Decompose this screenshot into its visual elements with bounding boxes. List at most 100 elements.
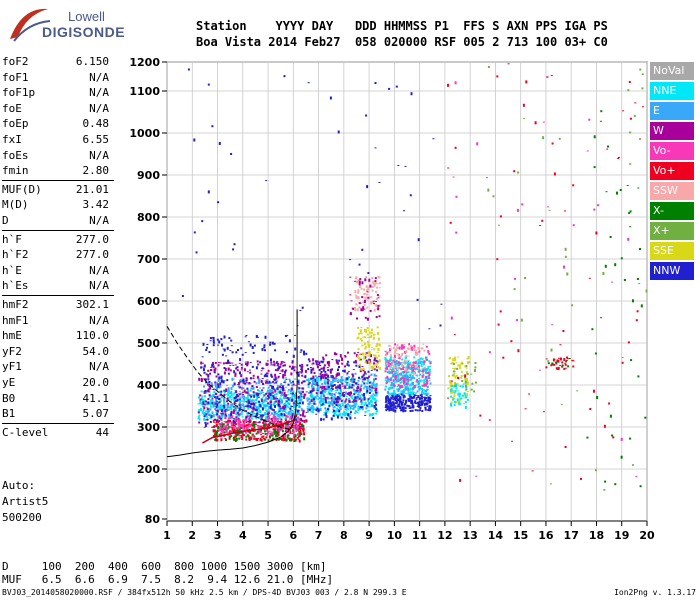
echo-point — [388, 360, 391, 362]
y-tick-label: 600 — [137, 295, 160, 308]
echo-point — [391, 362, 393, 365]
echo-point — [225, 355, 228, 357]
echo-point — [479, 414, 482, 417]
echo-point — [407, 398, 410, 402]
echo-point — [214, 418, 216, 421]
echo-point — [321, 403, 324, 405]
echo-point — [334, 409, 337, 413]
echo-point — [355, 295, 358, 299]
echo-point — [417, 385, 420, 388]
param-label: yF2 — [2, 344, 22, 358]
echo-point — [386, 367, 388, 370]
echo-point — [326, 361, 329, 365]
echo-point — [323, 390, 326, 393]
echo-point — [209, 408, 212, 411]
echo-point — [337, 403, 340, 406]
echo-point — [387, 405, 390, 409]
echo-point — [455, 387, 458, 390]
echo-point — [193, 231, 196, 234]
echo-point — [284, 370, 287, 374]
param-label: hmF1 — [2, 313, 29, 327]
echo-point — [285, 414, 288, 418]
echo-point — [205, 403, 208, 405]
echo-point — [254, 405, 257, 408]
echo-point — [422, 391, 425, 394]
echo-point — [392, 409, 395, 412]
echo-point — [219, 362, 222, 364]
echo-point — [324, 407, 327, 410]
echo-point — [350, 392, 353, 395]
echo-point — [360, 407, 363, 410]
echo-point — [421, 389, 424, 392]
echo-point — [414, 400, 417, 404]
echo-point — [453, 391, 456, 394]
echo-point — [454, 146, 457, 149]
echo-point — [370, 400, 373, 404]
echo-point — [295, 429, 298, 432]
echo-point — [238, 404, 241, 407]
echo-point — [466, 392, 469, 396]
echo-point — [256, 410, 259, 414]
echo-point — [262, 438, 265, 439]
echo-point — [291, 410, 294, 411]
echo-point — [277, 401, 280, 405]
echo-point — [378, 344, 381, 347]
echo-point — [278, 408, 281, 412]
echo-point — [413, 371, 415, 375]
echo-point — [621, 357, 624, 358]
echo-point — [349, 294, 352, 296]
echo-point — [320, 417, 323, 421]
echo-point — [240, 366, 243, 369]
echo-point — [291, 361, 294, 364]
x-tick-label: 13 — [463, 529, 478, 542]
echo-point — [319, 365, 322, 366]
x-tick-label: 7 — [315, 529, 323, 542]
echo-point — [291, 396, 294, 400]
echo-point — [233, 438, 236, 441]
echo-point — [395, 402, 397, 405]
echo-point — [348, 383, 351, 387]
echo-point — [270, 361, 273, 364]
echo-point — [311, 386, 314, 390]
echo-point — [629, 226, 632, 228]
echo-point — [416, 390, 419, 393]
echo-point — [462, 397, 465, 399]
echo-point — [249, 343, 252, 347]
echo-point — [219, 404, 222, 406]
echo-point — [286, 435, 289, 439]
echo-point — [247, 431, 250, 432]
echo-point — [337, 381, 339, 383]
echo-point — [415, 354, 418, 356]
echo-point — [309, 394, 312, 396]
echo-point — [226, 397, 229, 400]
echo-point — [368, 389, 371, 391]
echo-point — [378, 282, 381, 285]
echo-point — [193, 138, 196, 142]
echo-point — [384, 379, 387, 381]
echo-point — [391, 384, 394, 387]
echo-point — [238, 420, 241, 424]
echo-point — [371, 365, 373, 368]
echo-point — [298, 439, 301, 443]
echo-point — [407, 371, 410, 374]
echo-point — [305, 411, 308, 413]
echo-point — [389, 363, 392, 365]
echo-point — [347, 413, 350, 417]
echo-point — [285, 411, 287, 413]
echo-point — [414, 409, 417, 412]
echo-point — [333, 394, 336, 397]
param-label: foE — [2, 101, 22, 115]
echo-point — [214, 383, 217, 386]
echo-point — [447, 397, 450, 399]
echo-point — [228, 337, 231, 339]
dashed-reference-curve — [166, 325, 294, 431]
echo-point — [215, 424, 218, 427]
echo-point — [395, 380, 398, 383]
echo-point — [402, 399, 405, 402]
echo-point — [292, 411, 295, 415]
echo-point — [328, 404, 331, 407]
echo-point — [265, 362, 268, 366]
echo-point — [264, 335, 267, 339]
echo-point — [367, 410, 370, 411]
echo-point — [424, 399, 427, 401]
